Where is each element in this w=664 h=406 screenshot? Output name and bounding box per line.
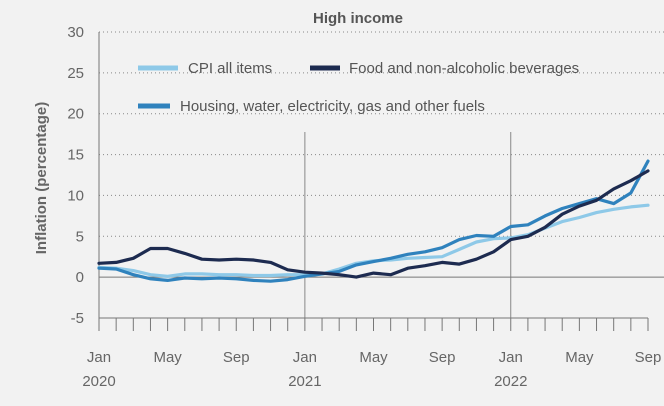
x-tick-label: Jan <box>87 349 111 366</box>
y-tick-label: 25 <box>67 65 84 82</box>
y-tick-label: 15 <box>67 147 84 164</box>
y-tick-label: 5 <box>76 228 84 245</box>
y-tick-label: 30 <box>67 24 84 41</box>
x-tick-label: May <box>565 349 594 366</box>
series-line-cpi <box>97 203 650 278</box>
x-tick-year: 2020 <box>82 373 115 390</box>
x-tick-label: May <box>153 349 182 366</box>
legend: CPI all items Food and non-alcoholic bev… <box>138 60 579 115</box>
legend-label-food: Food and non-alcoholic beverages <box>349 60 579 77</box>
y-axis-label: Inflation (percentage) <box>33 102 50 255</box>
y-tick-label: -5 <box>71 310 84 327</box>
x-tick-labels: Jan 2020 May Sep Jan 2021 May Sep Jan 2022 May Sep <box>82 349 661 390</box>
legend-label-housing: Housing, water, electricity, gas and oth… <box>180 98 485 115</box>
series-line-food <box>97 169 650 279</box>
y-tick-labels: -5 0 5 10 15 20 25 30 <box>67 24 84 327</box>
x-tick-label: May <box>359 349 388 366</box>
x-tick-year: 2021 <box>288 373 321 390</box>
y-tick-label: 0 <box>76 269 84 286</box>
y-tick-label: 10 <box>67 187 84 204</box>
series-lines <box>97 159 650 283</box>
year-dividers <box>304 132 512 318</box>
chart-title: High income <box>313 10 403 27</box>
legend-label-cpi: CPI all items <box>188 60 272 77</box>
x-tick-label: Sep <box>223 349 250 366</box>
x-tick-label: Jan <box>499 349 523 366</box>
x-tick-year: 2022 <box>494 373 527 390</box>
x-tick-label: Jan <box>293 349 317 366</box>
y-tick-label: 20 <box>67 106 84 123</box>
x-tick-label: Sep <box>635 349 662 366</box>
series-line-housing <box>97 159 650 283</box>
x-tick-label: Sep <box>429 349 456 366</box>
